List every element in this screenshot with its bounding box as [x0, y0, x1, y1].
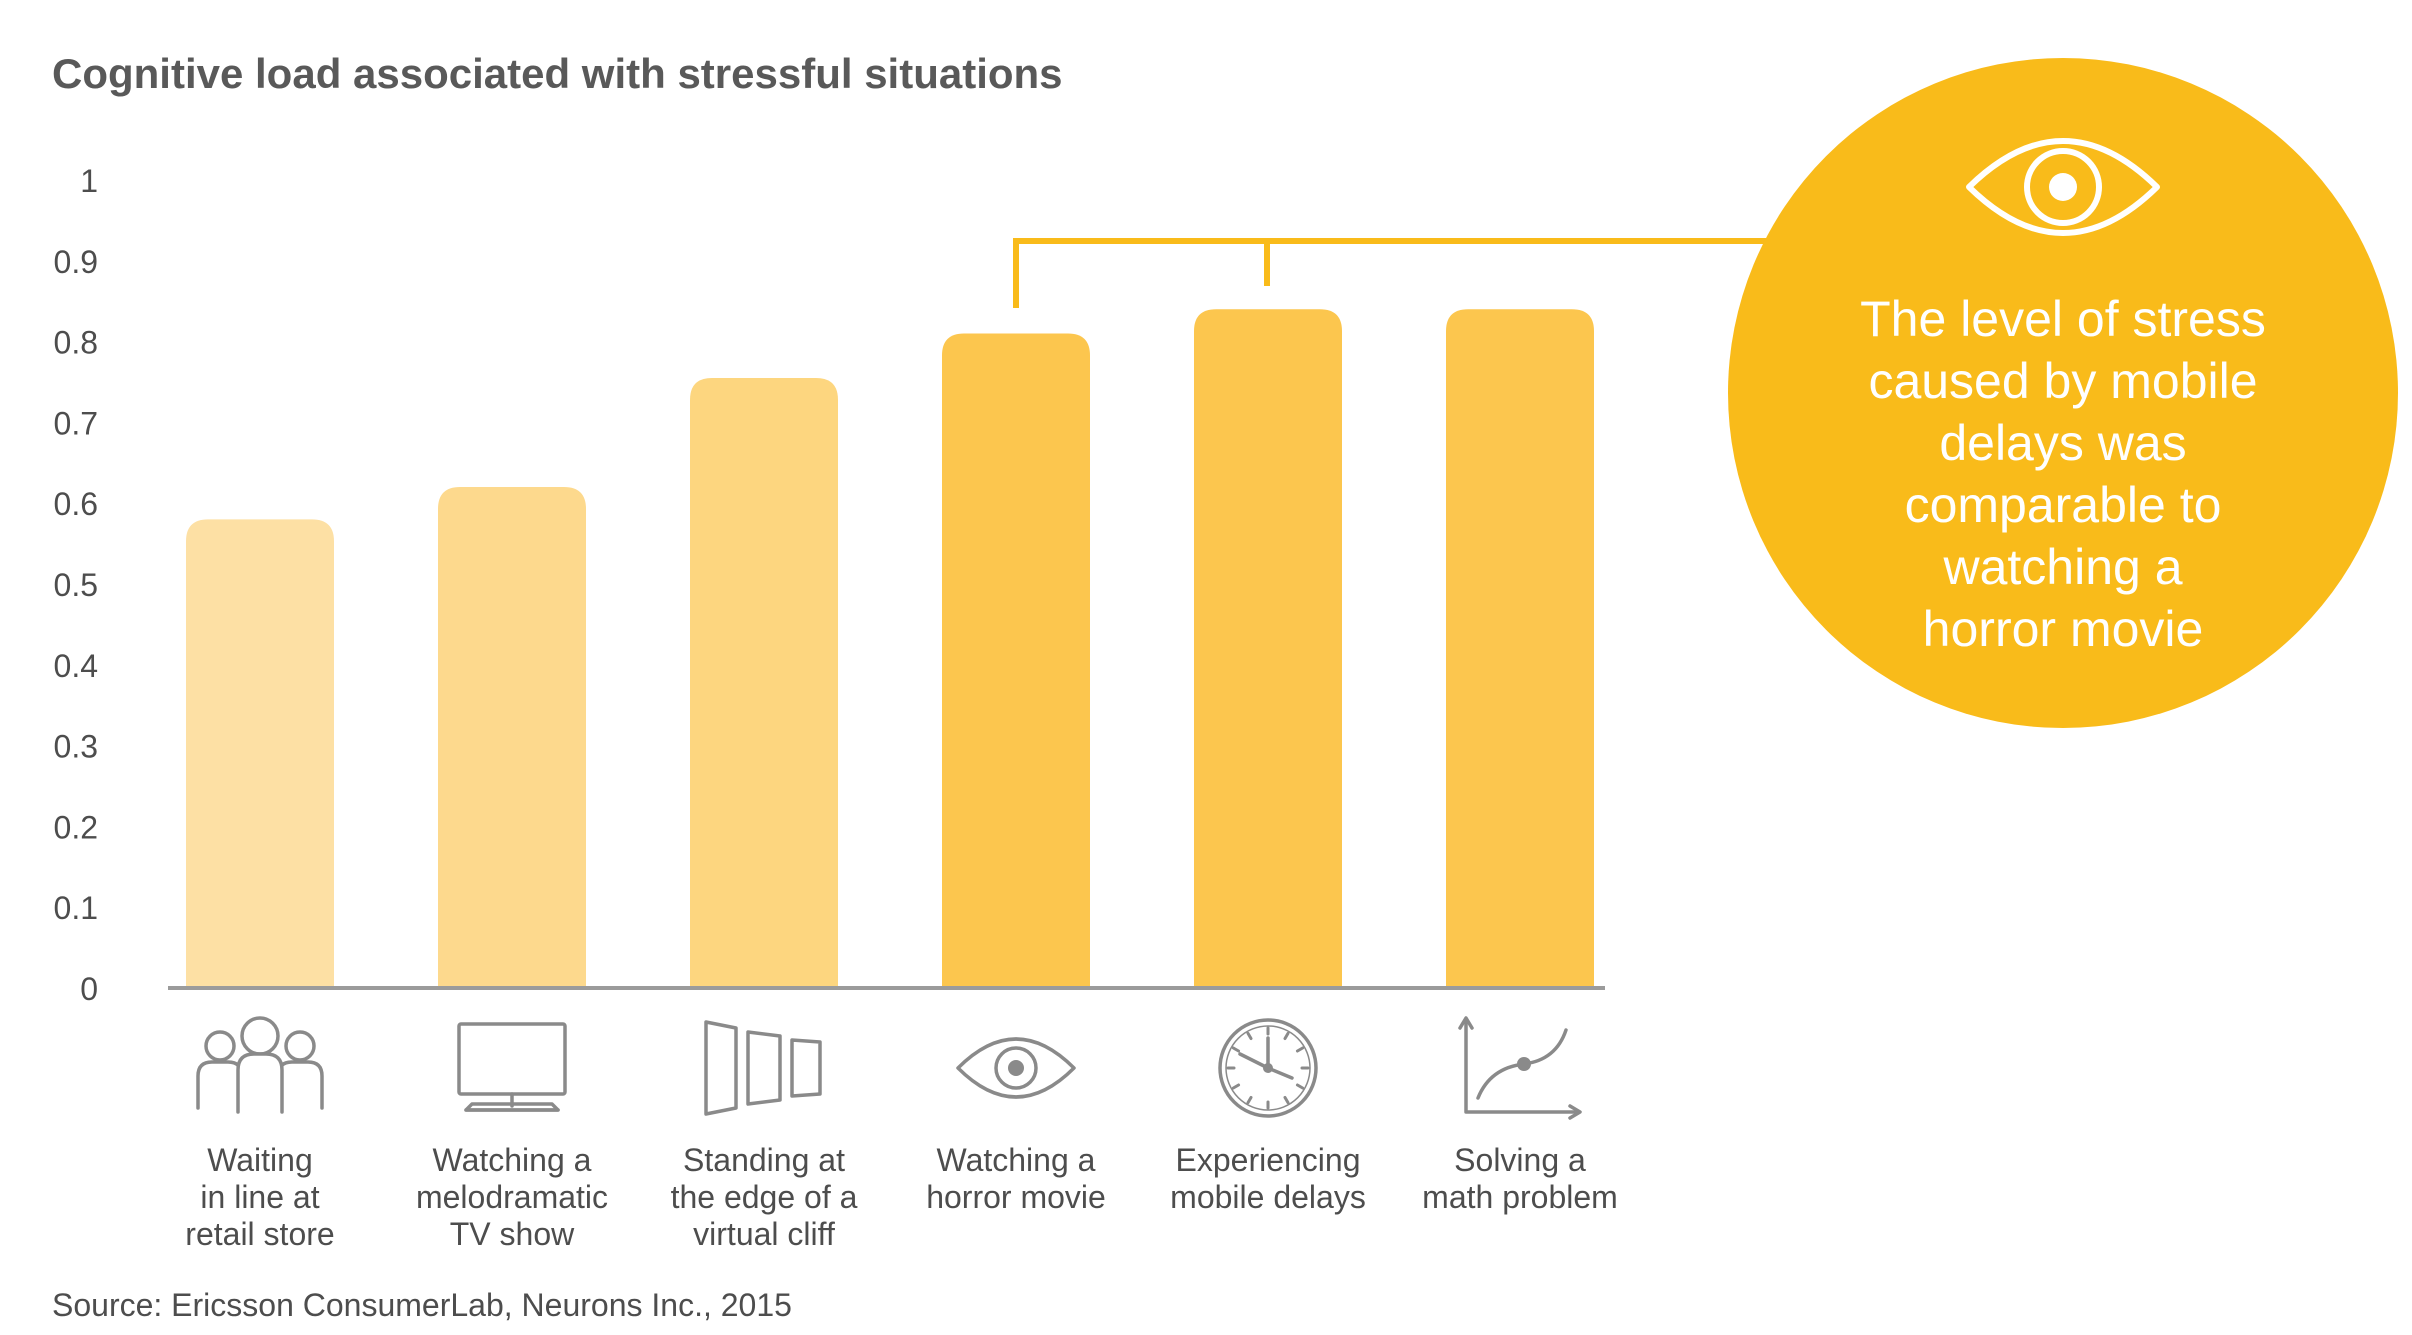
x-tick-label-line: the edge of a	[671, 1179, 858, 1215]
x-tick-label-line: Waiting	[207, 1142, 313, 1178]
x-tick-label-line: melodramatic	[416, 1179, 608, 1215]
bracket-line	[1013, 238, 1790, 308]
x-tick-label: Experiencing mobile delays	[1170, 1142, 1366, 1215]
x-tick-label-line: Standing at	[683, 1142, 845, 1178]
callout-text-line: The level of stress	[1860, 291, 2266, 347]
x-tick-label-line: mobile delays	[1170, 1179, 1366, 1215]
bar	[186, 519, 334, 988]
bar	[1446, 309, 1594, 988]
y-tick-label: 0.2	[54, 809, 98, 845]
y-tick-label: 0.7	[54, 405, 98, 441]
y-tick-label: 0.5	[54, 567, 98, 603]
bar	[942, 333, 1090, 988]
clock-icon	[1218, 1018, 1318, 1118]
callout-circle	[1728, 58, 2398, 728]
callout-text-line: horror movie	[1923, 601, 2204, 657]
x-tick-label: Solving a math problem	[1422, 1142, 1618, 1215]
y-tick-label: 0.9	[54, 244, 98, 280]
callout-bracket	[1013, 238, 1790, 308]
x-tick-label-line: Experiencing	[1176, 1142, 1361, 1178]
bar	[438, 487, 586, 988]
x-tick-label: Watching a melodramatic TV show	[416, 1142, 608, 1252]
x-tick-label-line: Watching a	[433, 1142, 592, 1178]
y-tick-label: 0.4	[54, 648, 98, 684]
y-tick-label: 0	[80, 971, 98, 1007]
y-tick-label: 0.3	[54, 729, 98, 765]
y-tick-label: 0.8	[54, 325, 98, 361]
callout-text-line: caused by mobile	[1868, 353, 2257, 409]
virtual-cliff-icon	[704, 1020, 822, 1116]
y-axis-ticks: 0 0.1 0.2 0.3 0.4 0.5 0.6 0.7 0.8 0.9 1	[54, 163, 98, 1007]
x-tick-label-line: TV show	[450, 1216, 575, 1252]
callout-text-line: comparable to	[1905, 477, 2222, 533]
chart-title: Cognitive load associated with stressful…	[52, 50, 1063, 97]
x-tick-label-line: Solving a	[1454, 1142, 1586, 1178]
category-icons	[196, 1016, 1582, 1120]
x-tick-label-line: virtual cliff	[693, 1216, 835, 1252]
callout-text-line: watching a	[1942, 539, 2182, 595]
callout-text-line: delays was	[1939, 415, 2186, 471]
x-tick-label-line: retail store	[185, 1216, 334, 1252]
y-tick-label: 0.1	[54, 890, 98, 926]
bar	[690, 377, 838, 989]
x-tick-label: Waiting in line at retail store	[185, 1142, 334, 1252]
y-tick-label: 1	[80, 163, 98, 199]
x-tick-label-line: horror movie	[926, 1179, 1106, 1215]
people-group-icon	[196, 1016, 324, 1114]
x-tick-label: Standing at the edge of a virtual cliff	[671, 1142, 858, 1252]
x-tick-label-line: in line at	[200, 1179, 319, 1215]
eye-icon	[956, 1037, 1076, 1099]
bars	[186, 309, 1594, 989]
x-tick-label-line: Watching a	[937, 1142, 1096, 1178]
callout: The level of stress caused by mobile delay…	[1728, 58, 2398, 728]
tv-monitor-icon	[457, 1022, 567, 1112]
x-tick-label-line: math problem	[1422, 1179, 1618, 1215]
bar	[1194, 309, 1342, 988]
callout-text: The level of stress caused by mobile delay…	[1860, 291, 2266, 657]
callout-eye-icon	[1966, 138, 2160, 236]
y-tick-label: 0.6	[54, 486, 98, 522]
source-note: Source: Ericsson ConsumerLab, Neurons In…	[52, 1287, 792, 1323]
x-tick-label: Watching a horror movie	[926, 1142, 1106, 1215]
graph-curve-icon	[1458, 1016, 1582, 1120]
